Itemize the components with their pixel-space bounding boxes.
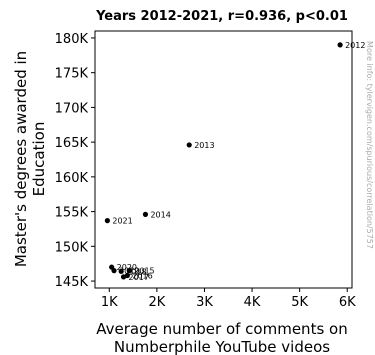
x-tick-label: 4K [244,295,261,310]
data-label-2016: 2016 [132,271,152,280]
data-point-2020 [109,264,115,270]
data-label-2021: 2021 [112,217,132,226]
y-tick-label: 150K [55,240,89,255]
data-point-2014 [142,211,149,217]
x-tick-label: 2K [148,295,165,310]
y-axis-label-line-1: Master's degrees awarded in [12,51,30,267]
y-tick-label: 155K [55,206,89,221]
data-point-2017 [120,274,127,280]
y-tick-label: 180K [55,32,89,47]
data-label-2019: 2019 [119,267,139,276]
data-point-2018 [118,268,124,274]
y-tick-label: 145K [55,275,89,290]
x-axis-label-line-1: Average number of comments on [96,320,347,338]
chart-title: Years 2012-2021, r=0.936, p<0.01 [95,9,348,24]
data-label-2018: 2018 [126,267,146,276]
x-tick-label: 5K [291,295,308,310]
y-axis: 145K 150K 155K 160K 165K 170K 175K 180K [55,32,95,290]
y-axis-label-line-2: Education [30,122,48,197]
data-point-2013 [186,142,192,148]
data-label-2012: 2012 [345,41,365,50]
data-label-2017: 2017 [129,273,149,282]
y-tick-label: 165K [55,136,89,151]
data-point-2015 [126,268,132,274]
x-tick-label: 6K [339,295,356,310]
x-tick-label: 3K [196,295,213,310]
data-label-2014: 2014 [150,210,170,219]
y-tick-label: 175K [55,67,89,82]
data-point-2021 [104,218,110,224]
y-tick-label: 170K [55,101,89,116]
x-axis: 1K 2K 3K 4K 5K 6K [101,288,356,310]
data-label-2020: 2020 [117,263,137,272]
data-label-2013: 2013 [194,141,214,150]
x-axis-label-line-2: Numberphile YouTube videos [114,338,330,355]
x-tick-label: 1K [101,295,118,310]
y-tick-label: 160K [55,171,89,186]
data-label-2015: 2015 [134,267,154,276]
plot-area [94,30,353,289]
source-note: More info: tylervigen.com/spurious/corre… [365,41,374,249]
data-point-2012 [337,42,343,48]
